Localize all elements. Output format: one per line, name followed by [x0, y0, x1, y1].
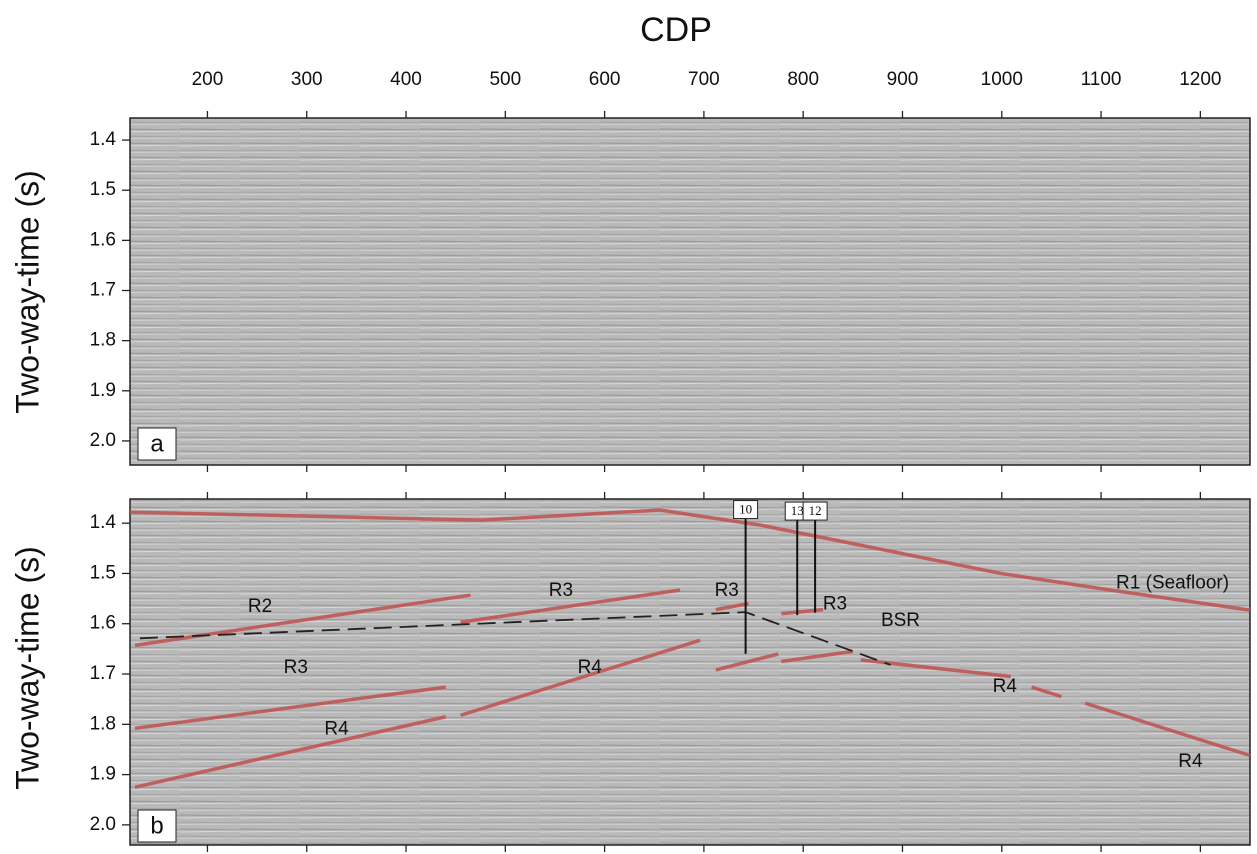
x-tick-label: 300: [291, 69, 323, 90]
horizon: [134, 685, 446, 731]
y-tick-label: 1.7: [90, 663, 116, 684]
x-tick-label: 900: [887, 69, 919, 90]
well-label: 10: [739, 502, 752, 517]
panel-letter: b: [150, 812, 163, 839]
seismic-section: [130, 499, 1250, 845]
horizon-label: R3: [715, 580, 739, 601]
horizon-label: R4: [578, 657, 603, 678]
x-tick-label: 800: [787, 69, 819, 90]
panel-letter-box: [137, 427, 177, 461]
horizon: [715, 652, 779, 672]
seismic-section: [130, 118, 1250, 465]
x-tick-label: 700: [688, 69, 720, 90]
y-tick-label: 1.8: [90, 330, 116, 351]
horizon: [1031, 685, 1062, 699]
horizon-label: R4: [1178, 751, 1203, 772]
horizon: [129, 508, 1251, 612]
horizon: [1084, 701, 1251, 758]
y-tick-label: 1.9: [90, 380, 116, 401]
horizon-label: R1 (Seafloor): [1116, 573, 1229, 594]
panel-letter-box: [137, 809, 177, 843]
horizon-label: R3: [549, 580, 573, 601]
well-label-box: [733, 500, 759, 520]
well-label: 13: [791, 503, 804, 518]
y-tick-label: 2.0: [90, 430, 116, 451]
x-tick-label: 200: [192, 69, 224, 90]
panel-frame: [129, 498, 1251, 846]
horizon-label: BSR: [881, 610, 920, 631]
x-tick-label: 400: [390, 69, 422, 90]
y-tick-label: 1.4: [90, 512, 117, 533]
horizon: [781, 649, 854, 664]
panel-frame: [129, 117, 1251, 466]
x-tick-label: 600: [589, 69, 621, 90]
panel-letter: a: [150, 430, 164, 457]
y-tick-label: 1.5: [90, 562, 116, 583]
x-tick-label: 1100: [1081, 69, 1122, 90]
y-tick-label: 1.9: [90, 764, 116, 785]
y-tick-label: 2.0: [90, 814, 116, 835]
y-tick-label: 1.6: [90, 613, 116, 634]
y-axis-title: Two-way-time (s): [9, 170, 45, 414]
y-tick-label: 1.5: [90, 179, 116, 200]
horizon: [715, 601, 749, 612]
y-tick-label: 1.8: [90, 713, 116, 734]
horizon: [460, 588, 681, 624]
horizon: [134, 593, 471, 648]
horizon-label: R2: [248, 596, 272, 617]
well-label-box: [802, 501, 828, 521]
y-tick-label: 1.4: [90, 129, 117, 150]
y-tick-label: 1.7: [90, 280, 116, 301]
well-label: 12: [809, 503, 822, 518]
x-tick-label: 1000: [981, 69, 1023, 90]
horizon-label: R4: [324, 718, 349, 739]
y-tick-label: 1.6: [90, 229, 116, 250]
y-axis-title: Two-way-time (s): [9, 546, 45, 790]
x-axis-title: CDP: [640, 11, 712, 49]
horizon: [134, 715, 447, 789]
horizon: [460, 638, 701, 717]
x-tick-label: 500: [489, 69, 521, 90]
horizon-label: R3: [284, 657, 308, 678]
horizon-label: R4: [993, 676, 1018, 697]
horizon-label: R3: [823, 594, 847, 615]
x-tick-label: 1200: [1179, 69, 1221, 90]
